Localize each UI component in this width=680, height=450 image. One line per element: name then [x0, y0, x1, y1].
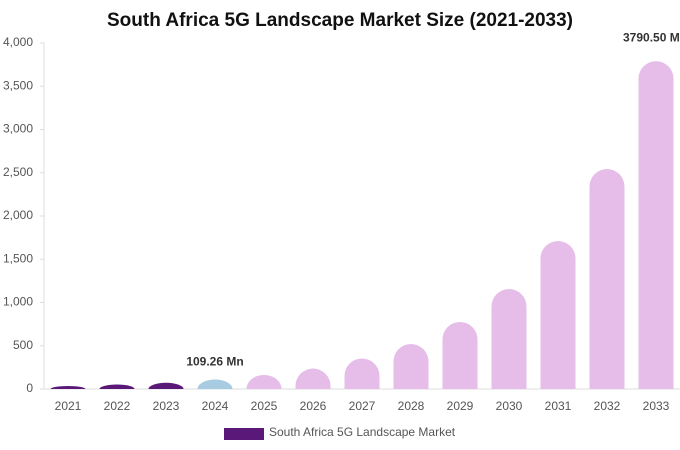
bar — [246, 374, 282, 389]
bar — [148, 382, 184, 389]
x-tick-label: 2028 — [398, 399, 425, 413]
x-tick-label: 2032 — [594, 399, 621, 413]
y-tick-label: 4,000 — [3, 35, 33, 49]
x-tick-label: 2031 — [545, 399, 572, 413]
x-tick-label: 2021 — [55, 399, 82, 413]
bar — [50, 385, 86, 389]
bar — [99, 384, 135, 389]
bar — [638, 61, 674, 389]
x-tick-label: 2024 — [202, 399, 229, 413]
legend-label: South Africa 5G Landscape Market — [269, 425, 456, 439]
y-tick-label: 1,000 — [3, 295, 33, 309]
x-tick-label: 2022 — [104, 399, 131, 413]
bar — [344, 358, 380, 389]
y-tick-label: 2,000 — [3, 208, 33, 222]
y-tick-label: 1,500 — [3, 251, 33, 265]
value-label: 109.26 Mn — [186, 355, 243, 369]
bar — [442, 321, 478, 389]
x-tick-label: 2026 — [300, 399, 327, 413]
y-tick-label: 2,500 — [3, 165, 33, 179]
x-tick-label: 2023 — [153, 399, 180, 413]
x-tick-label: 2030 — [496, 399, 523, 413]
y-tick-label: 3,000 — [3, 122, 33, 136]
bar — [393, 344, 429, 389]
legend-swatch — [224, 428, 264, 440]
bar — [295, 368, 331, 389]
x-tick-label: 2027 — [349, 399, 376, 413]
x-tick-label: 2033 — [643, 399, 670, 413]
y-tick-label: 3,500 — [3, 78, 33, 92]
bar — [491, 289, 527, 389]
x-tick-label: 2029 — [447, 399, 474, 413]
value-label: 3790.50 Mn — [623, 30, 680, 44]
x-tick-label: 2025 — [251, 399, 278, 413]
y-tick-label: 0 — [26, 381, 33, 395]
bar — [589, 169, 625, 389]
chart-title: South Africa 5G Landscape Market Size (2… — [107, 10, 573, 31]
y-tick-label: 500 — [13, 338, 33, 352]
bar — [540, 240, 576, 389]
bar — [197, 379, 233, 389]
